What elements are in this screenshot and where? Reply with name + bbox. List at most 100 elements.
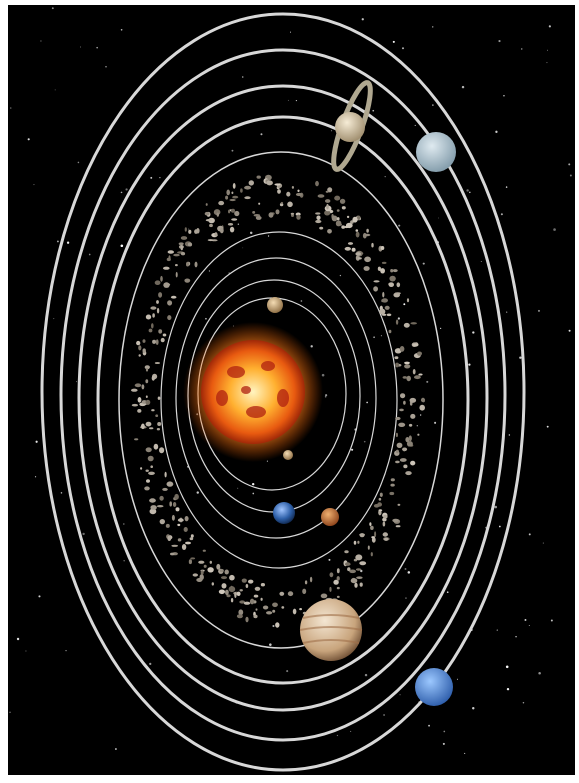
star xyxy=(115,748,117,750)
asteroid xyxy=(391,478,395,481)
star xyxy=(440,328,441,329)
asteroid xyxy=(167,536,171,541)
star xyxy=(464,753,465,754)
asteroid xyxy=(371,243,373,248)
asteroid xyxy=(210,561,212,564)
sun-spot xyxy=(216,390,228,406)
asteroid xyxy=(149,427,153,429)
asteroid xyxy=(201,570,204,575)
asteroid xyxy=(160,519,165,524)
star xyxy=(438,218,439,219)
star xyxy=(9,712,10,713)
asteroid xyxy=(234,592,236,598)
asteroid xyxy=(345,247,351,251)
asteroid xyxy=(158,329,162,333)
asteroid xyxy=(358,257,362,259)
star xyxy=(524,619,526,621)
asteroid xyxy=(345,562,351,566)
asteroid xyxy=(396,525,401,527)
asteroid xyxy=(318,194,325,198)
asteroid xyxy=(168,255,170,260)
asteroid xyxy=(337,576,340,581)
asteroid xyxy=(341,225,345,228)
asteroid xyxy=(400,346,405,352)
asteroid xyxy=(245,617,248,623)
asteroid xyxy=(398,423,405,427)
star xyxy=(420,414,421,415)
asteroid xyxy=(396,433,398,437)
asteroid xyxy=(348,242,353,245)
asteroid xyxy=(150,465,153,468)
star xyxy=(497,629,498,630)
star xyxy=(301,300,303,302)
asteroid xyxy=(397,282,401,287)
asteroid xyxy=(137,409,141,413)
asteroid xyxy=(351,578,358,583)
star xyxy=(538,672,541,675)
asteroid xyxy=(382,262,387,264)
asteroid xyxy=(407,298,409,302)
asteroid xyxy=(253,615,257,619)
asteroid xyxy=(414,375,421,379)
asteroid xyxy=(297,190,299,193)
star xyxy=(267,461,268,462)
asteroid xyxy=(315,181,319,186)
asteroid xyxy=(394,356,398,359)
asteroid xyxy=(188,243,192,247)
asteroid xyxy=(337,568,340,573)
star xyxy=(383,714,385,716)
star xyxy=(337,735,338,736)
asteroid xyxy=(373,280,379,282)
asteroid xyxy=(319,227,323,230)
star xyxy=(506,666,509,669)
neptune xyxy=(415,668,453,706)
asteroid xyxy=(174,494,179,500)
asteroid xyxy=(272,610,275,613)
asteroid xyxy=(146,422,152,427)
asteroid xyxy=(176,507,180,511)
asteroid xyxy=(332,216,338,222)
asteroid xyxy=(380,268,385,273)
saturn-body xyxy=(335,112,365,142)
asteroid xyxy=(250,599,254,605)
asteroid xyxy=(354,541,357,545)
star xyxy=(403,303,405,305)
star xyxy=(538,310,540,312)
asteroid xyxy=(302,589,306,594)
asteroid xyxy=(291,213,294,215)
star xyxy=(242,76,243,77)
asteroid xyxy=(395,292,401,294)
asteroid xyxy=(321,594,328,599)
star xyxy=(373,336,375,338)
asteroid xyxy=(330,572,334,577)
asteroid xyxy=(146,368,148,372)
star xyxy=(515,636,516,637)
asteroid xyxy=(269,212,274,217)
star xyxy=(568,163,570,165)
star xyxy=(121,244,124,247)
asteroid xyxy=(257,176,261,179)
asteroid xyxy=(222,583,227,588)
asteroid xyxy=(234,211,239,216)
asteroid xyxy=(177,524,180,526)
sun-spot xyxy=(277,389,289,407)
asteroid xyxy=(225,570,229,575)
star xyxy=(78,162,80,164)
asteroid xyxy=(405,471,411,475)
asteroid xyxy=(409,435,412,441)
star xyxy=(36,441,38,443)
star xyxy=(408,571,411,574)
asteroid xyxy=(410,398,417,403)
asteroid xyxy=(193,573,198,576)
star xyxy=(494,506,497,509)
star xyxy=(40,41,41,42)
asteroid xyxy=(368,546,370,550)
star xyxy=(547,50,548,51)
asteroid xyxy=(138,345,141,350)
star xyxy=(428,725,430,727)
asteroid xyxy=(146,400,151,405)
asteroid xyxy=(179,242,184,245)
asteroid xyxy=(274,183,280,185)
asteroid xyxy=(170,553,175,556)
sun-spot xyxy=(227,366,245,378)
